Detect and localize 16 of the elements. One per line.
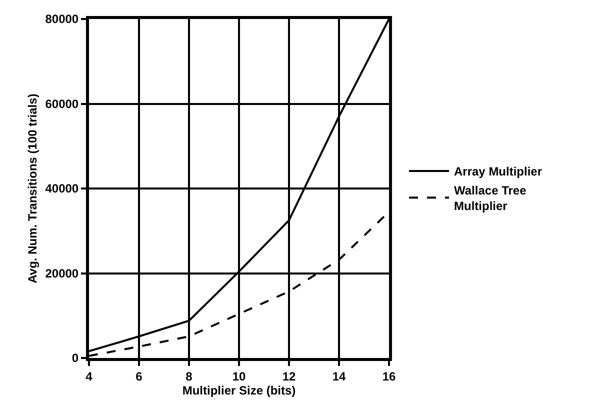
y-tick-label: 0 (72, 351, 79, 366)
x-tick-label: 16 (382, 369, 396, 384)
x-tick-label: 14 (332, 369, 346, 384)
legend-label: Array Multiplier (454, 164, 542, 179)
x-axis-title: Multiplier Size (bits) (182, 383, 296, 398)
y-tick-label: 60000 (45, 96, 79, 111)
x-tick-label: 10 (232, 369, 246, 384)
y-tick-label: 80000 (45, 12, 79, 26)
x-tick-label: 4 (86, 369, 93, 384)
x-tick-label: 6 (136, 369, 143, 384)
y-axis-title: Avg. Num. Transitions (100 trials) (26, 94, 40, 284)
x-tick-label: 12 (282, 369, 296, 384)
y-tick-label: 20000 (45, 266, 79, 280)
x-tick-label: 8 (186, 369, 193, 384)
y-tick-label: 40000 (45, 182, 79, 196)
legend-label: Wallace Tree Multiplier (454, 183, 527, 214)
